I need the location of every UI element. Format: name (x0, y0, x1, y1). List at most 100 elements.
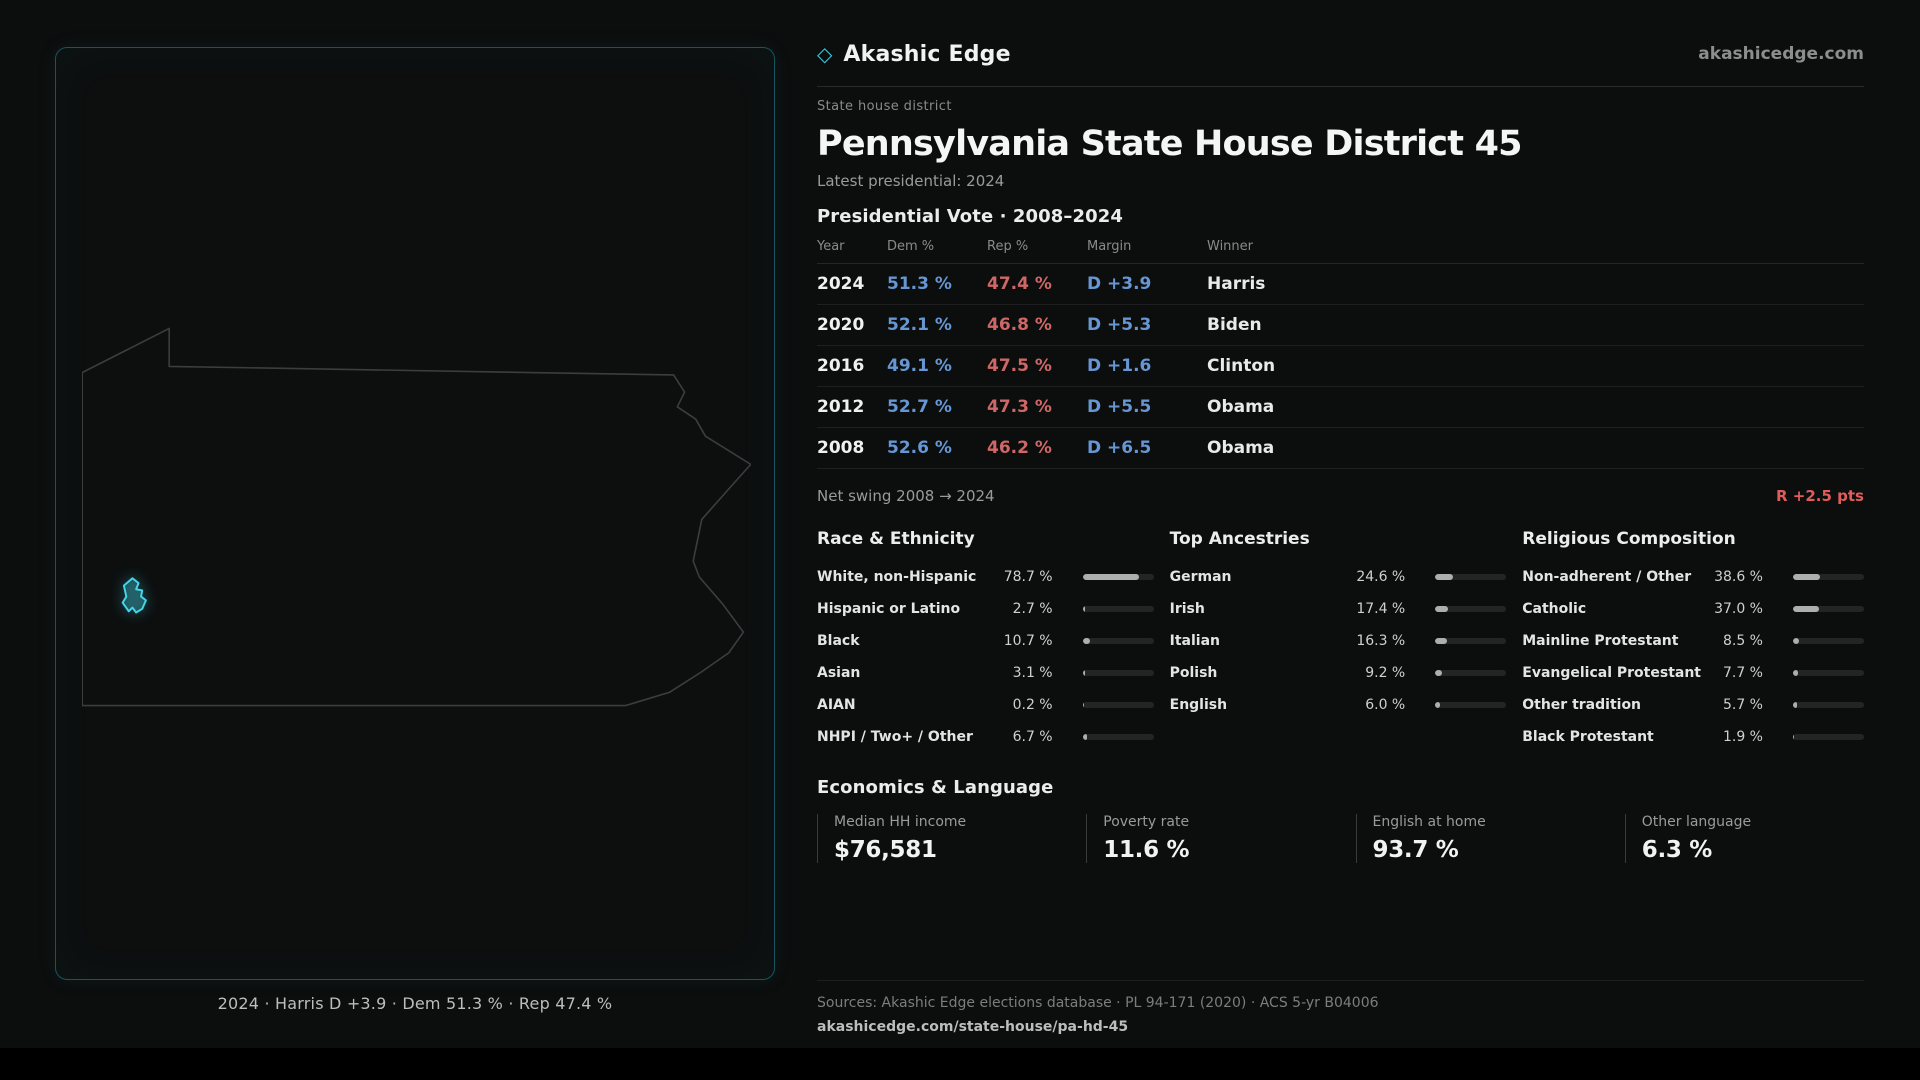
demographic-bar (1435, 606, 1507, 612)
demographic-bar (1793, 702, 1864, 708)
vote-year-cell: 2024 (817, 274, 865, 294)
demographic-value: 7.7 % (1722, 665, 1763, 681)
demographic-bar-fill (1082, 574, 1139, 580)
vote-margin-cell: D +6.5 (1087, 438, 1152, 458)
demographic-row: NHPI / Two+ / Other 6.7 % (817, 721, 1154, 753)
vote-winner-cell: Obama (1207, 397, 1275, 417)
demographic-label: Evangelical Protestant (1522, 665, 1701, 681)
demographic-bar (1082, 606, 1154, 612)
stat-label: Median HH income (834, 814, 967, 830)
demographic-bar-fill (1082, 734, 1088, 740)
main-content: ◇ Akashic Edge akashicedge.com State hou… (817, 40, 1864, 863)
demographic-value: 3.1 % (1012, 665, 1053, 681)
demographic-row: Other tradition 5.7 % (1522, 689, 1864, 721)
demographic-label: Other tradition (1522, 697, 1642, 713)
demographic-label: Mainline Protestant (1522, 633, 1679, 649)
district-45-highlight (121, 577, 147, 614)
vote-table-row: 2016 49.1 % 47.5 % D +1.6 Clinton (817, 346, 1864, 387)
demographic-bar-fill (1082, 638, 1091, 644)
demographic-value: 1.9 % (1722, 729, 1763, 745)
net-swing-row: Net swing 2008 → 2024 R +2.5 pts (817, 487, 1864, 505)
demographic-value: 10.7 % (1003, 633, 1053, 649)
stat-label: Poverty rate (1103, 814, 1190, 830)
stat-card: Poverty rate 11.6 % (1086, 814, 1325, 863)
district-type-kicker: State house district (817, 99, 952, 114)
demographic-label: Hispanic or Latino (817, 601, 961, 617)
demographic-row: English 6.0 % (1170, 689, 1507, 721)
page-title: Pennsylvania State House District 45 (817, 124, 1522, 164)
vote-margin-cell: D +5.5 (1087, 397, 1152, 417)
stat-label: Other language (1641, 814, 1752, 830)
vote-table-row: 2024 51.3 % 47.4 % D +3.9 Harris (817, 264, 1864, 305)
demographic-row: Black Protestant 1.9 % (1522, 721, 1864, 753)
stat-card: Other language 6.3 % (1624, 814, 1864, 863)
column-header-rep: Rep % (987, 239, 1029, 254)
demographic-row: Irish 17.4 % (1170, 593, 1507, 625)
pennsylvania-map (82, 327, 751, 707)
demographic-column: Religious Composition Non-adherent / Othe… (1522, 529, 1864, 753)
column-header-year: Year (817, 239, 845, 254)
demographic-bar (1082, 734, 1154, 740)
demographic-label: German (1169, 569, 1232, 585)
demographic-label: Non-adherent / Other (1522, 569, 1692, 585)
demographic-label: Black (817, 633, 860, 649)
demographic-bar-fill (1082, 606, 1085, 612)
demographic-bar-fill (1435, 606, 1448, 612)
brand-diamond-icon: ◇ (817, 42, 833, 66)
demographic-bar (1435, 574, 1507, 580)
stat-value: 11.6 % (1103, 837, 1190, 863)
demographic-value: 5.7 % (1722, 697, 1763, 713)
demographic-bar-fill (1435, 702, 1440, 708)
demographic-bar-fill (1793, 606, 1820, 612)
demographic-bar (1793, 606, 1864, 612)
vote-rep-cell: 47.4 % (987, 274, 1052, 294)
vote-winner-cell: Obama (1207, 438, 1275, 458)
demographic-value: 78.7 % (1003, 569, 1053, 585)
demographic-bar (1082, 702, 1154, 708)
stat-value: 6.3 % (1641, 837, 1713, 863)
vote-rep-cell: 47.5 % (987, 356, 1052, 376)
vote-winner-cell: Harris (1207, 274, 1266, 294)
economics-title: Economics & Language (817, 777, 1054, 798)
vote-table-row: 2020 52.1 % 46.8 % D +5.3 Biden (817, 305, 1864, 346)
vote-rep-cell: 47.3 % (987, 397, 1052, 417)
demographic-value: 37.0 % (1714, 601, 1763, 617)
demographic-bar-fill (1435, 670, 1442, 676)
demographic-bar-fill (1793, 702, 1798, 708)
sources-line: Sources: Akashic Edge elections database… (817, 995, 1379, 1011)
pennsylvania-outline (82, 327, 751, 707)
demographic-label: Irish (1169, 601, 1205, 617)
demographic-value: 16.3 % (1356, 633, 1406, 649)
demographic-row: Asian 3.1 % (817, 657, 1154, 689)
brand-name: Akashic Edge (843, 41, 1011, 67)
vote-table-row: 2012 52.7 % 47.3 % D +5.5 Obama (817, 387, 1864, 428)
vote-rep-cell: 46.8 % (987, 315, 1052, 335)
vote-dem-cell: 51.3 % (887, 274, 952, 294)
permalink-link[interactable]: akashicedge.com/state-house/pa-hd-45 (817, 1019, 1129, 1035)
demographic-bar-fill (1435, 638, 1447, 644)
vote-dem-cell: 52.1 % (887, 315, 952, 335)
demographic-bar-fill (1793, 638, 1800, 644)
vote-winner-cell: Clinton (1207, 356, 1276, 376)
demographic-label: Italian (1169, 633, 1220, 649)
vote-winner-cell: Biden (1207, 315, 1262, 335)
demographic-label: Black Protestant (1522, 729, 1654, 745)
demographic-row: AIAN 0.2 % (817, 689, 1154, 721)
demographic-row: Non-adherent / Other 38.6 % (1522, 561, 1864, 593)
demographic-label: Asian (817, 665, 861, 681)
demographic-bar-fill (1435, 574, 1453, 580)
demographic-column: Race & Ethnicity White, non-Hispanic 78.7 … (817, 529, 1154, 753)
demographic-value: 6.0 % (1365, 697, 1406, 713)
column-header-dem: Dem % (887, 239, 935, 254)
site-domain-link[interactable]: akashicedge.com (1698, 44, 1864, 64)
vote-year-cell: 2020 (817, 315, 865, 335)
demographic-bar (1435, 670, 1507, 676)
vote-margin-cell: D +3.9 (1087, 274, 1152, 294)
demographic-bar (1793, 574, 1864, 580)
demographic-value: 8.5 % (1722, 633, 1763, 649)
demographic-row: White, non-Hispanic 78.7 % (817, 561, 1154, 593)
demographic-value: 0.2 % (1012, 697, 1053, 713)
demographic-row: Hispanic or Latino 2.7 % (817, 593, 1154, 625)
vote-year-cell: 2016 (817, 356, 865, 376)
stat-label: English at home (1372, 814, 1486, 830)
